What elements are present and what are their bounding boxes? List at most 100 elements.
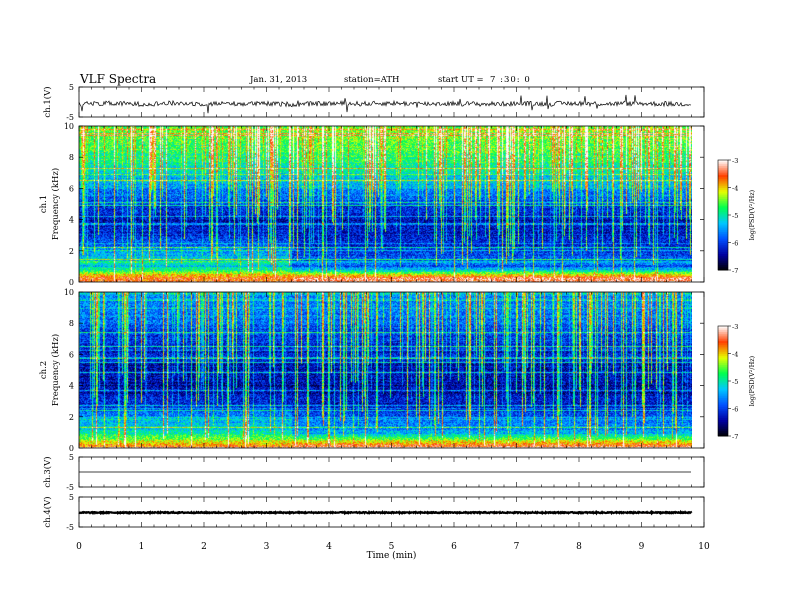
colorbar-1-tick-label: -4: [732, 185, 738, 193]
colorbar-2-cell: [718, 419, 728, 422]
ch4-waveform-ytick-label: 5: [69, 493, 74, 502]
colorbar-2-cell: [718, 373, 728, 376]
colorbar-2-cell: [718, 412, 728, 415]
colorbar-1-cell: [718, 262, 728, 265]
colorbar-1-cell: [718, 231, 728, 234]
colorbar-2-cell: [718, 401, 728, 404]
colorbar-1-cell: [718, 205, 728, 209]
colorbar-1-cell: [718, 242, 728, 245]
colorbar-2-cell: [718, 399, 728, 402]
colorbar-2-cell: [718, 434, 728, 437]
start-time-label: start UT =: [438, 75, 484, 85]
colorbar-1-cell: [718, 216, 728, 220]
colorbar-1-cell: [718, 167, 728, 170]
colorbar-2-cell: [718, 432, 728, 435]
colorbar-2-cell: [718, 326, 728, 329]
colorbar-1-cell: [718, 196, 728, 199]
colorbar-2-cell: [718, 364, 728, 367]
colorbar-1-cell: [718, 161, 728, 165]
colorbar-2-cell: [718, 349, 728, 353]
time-tick-label: 2: [201, 542, 207, 552]
colorbar-2-cell: [718, 414, 728, 417]
time-tick-label: 0: [76, 542, 82, 552]
colorbar-1-cell: [718, 180, 728, 183]
colorbar-1-cell: [718, 174, 728, 177]
colorbar-1-cell: [718, 207, 728, 210]
colorbar-2-cell: [718, 351, 728, 354]
colorbar-1-cell: [718, 209, 728, 212]
observation-date: Jan. 31, 2013: [250, 75, 308, 85]
colorbar-1-cell: [718, 183, 728, 187]
colorbar-2-cell: [718, 353, 728, 356]
colorbar-1-cell: [718, 257, 728, 260]
colorbar-1-cell: [718, 268, 728, 271]
colorbar-2-cell: [718, 386, 728, 389]
colorbar-2-cell: [718, 357, 728, 360]
colorbar-1-cell: [718, 264, 728, 267]
colorbar-1-cell: [718, 248, 728, 251]
colorbar-1-cell: [718, 233, 728, 236]
colorbar-2-cell: [718, 344, 728, 347]
colorbar-1-tick-label: -7: [732, 267, 738, 275]
colorbar-1-cell: [718, 163, 728, 166]
colorbar-1-cell: [718, 193, 728, 196]
colorbar-2-tick-label: -5: [732, 378, 738, 386]
colorbar-1-cell: [718, 172, 728, 176]
colorbar-1-cell: [718, 249, 728, 253]
colorbar-1-cell: [718, 227, 728, 231]
colorbar-1-cell: [718, 218, 728, 221]
colorbar-2-cell: [718, 366, 728, 369]
colorbar-1-cell: [718, 222, 728, 225]
colorbar-1-cell: [718, 246, 728, 249]
time-tick-label: 5: [389, 542, 395, 552]
colorbar-2-cell: [718, 360, 728, 364]
colorbar-2-cell: [718, 342, 728, 345]
colorbar-1-tick-label: -6: [732, 240, 738, 248]
colorbar-2-cell: [718, 335, 728, 338]
figure-title: VLF Spectra: [80, 72, 157, 86]
ch2-spectrogram-ytick-label: 8: [69, 319, 74, 328]
colorbar-2-cell: [718, 333, 728, 336]
colorbar-1-cell: [718, 226, 728, 229]
ch1-spectrogram-image: [79, 126, 692, 282]
colorbar-1-cell: [718, 213, 728, 216]
colorbar-1-cell: [718, 211, 728, 214]
colorbar-1-cell: [718, 266, 728, 269]
ch4-waveform-ylabel: ch.4(V): [42, 496, 53, 527]
colorbar-2-cell: [718, 329, 728, 332]
colorbar-1-tick-label: -3: [732, 157, 738, 165]
colorbar-1-cell: [718, 194, 728, 198]
ch1-spectrogram-ytick-label: 2: [69, 247, 74, 256]
ch1-spectrogram-ytick-label: 0: [69, 278, 74, 287]
colorbar-2-cell: [718, 426, 728, 430]
time-tick-label: 3: [264, 542, 270, 552]
colorbar-2-cell: [718, 395, 728, 398]
colorbar-1-cell: [718, 165, 728, 168]
colorbar-2-cell: [718, 381, 728, 384]
colorbar-1-cell: [718, 191, 728, 194]
colorbar-2-cell: [718, 421, 728, 424]
colorbar-1-cell: [718, 169, 728, 172]
ch1-waveform-ytick-label: 5: [69, 83, 74, 92]
colorbar-1-cell: [718, 260, 728, 264]
colorbar-1-cell: [718, 240, 728, 243]
ch2-spectrogram-ytick-label: 6: [69, 350, 74, 359]
colorbar-1-cell: [718, 235, 728, 238]
colorbar-2-cell: [718, 430, 728, 433]
colorbar-2-cell: [718, 406, 728, 409]
colorbar-2-cell: [718, 371, 728, 375]
colorbar-2-cell: [718, 384, 728, 387]
ch1-spectrogram-ytick-label: 8: [69, 153, 74, 162]
ch4-waveform-ytick-label: -5: [66, 523, 74, 532]
colorbar-2-tick-label: -3: [732, 323, 738, 331]
colorbar-2-cell: [718, 393, 728, 397]
colorbar-1-cell: [718, 237, 728, 240]
colorbar-1-cell: [718, 171, 728, 174]
time-tick-label: 9: [639, 542, 645, 552]
colorbar-2-cell: [718, 410, 728, 413]
colorbar-2-cell: [718, 392, 728, 395]
colorbar-2-cell: [718, 377, 728, 380]
colorbar-2-label: log(PSD(V²/Hz): [748, 355, 756, 406]
colorbar-2-cell: [718, 331, 728, 334]
